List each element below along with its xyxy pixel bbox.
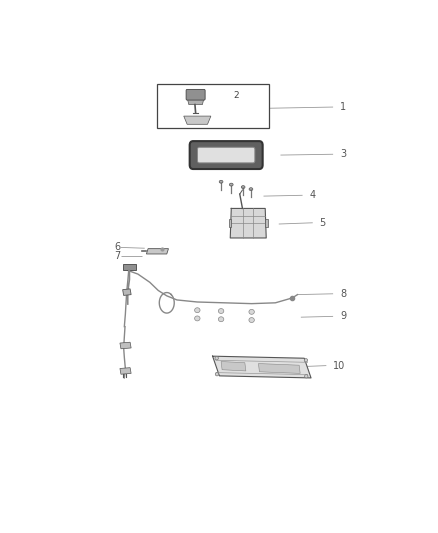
Ellipse shape — [230, 183, 233, 186]
Text: 1: 1 — [340, 102, 346, 112]
Text: 9: 9 — [340, 311, 346, 321]
Polygon shape — [120, 342, 131, 349]
Polygon shape — [184, 116, 211, 124]
Polygon shape — [221, 361, 246, 371]
Ellipse shape — [215, 373, 219, 376]
Polygon shape — [120, 368, 131, 374]
Text: 3: 3 — [340, 149, 346, 159]
FancyBboxPatch shape — [198, 147, 255, 163]
Text: 5: 5 — [320, 218, 326, 228]
Ellipse shape — [249, 309, 254, 314]
Bar — [229, 219, 231, 227]
Ellipse shape — [249, 318, 254, 322]
Polygon shape — [212, 356, 311, 378]
FancyBboxPatch shape — [186, 90, 205, 100]
Text: 6: 6 — [114, 243, 120, 253]
Polygon shape — [258, 364, 300, 374]
Ellipse shape — [241, 185, 245, 189]
Text: 2: 2 — [237, 91, 243, 101]
FancyBboxPatch shape — [190, 141, 263, 169]
Ellipse shape — [219, 317, 224, 322]
Text: 4: 4 — [309, 190, 315, 200]
Bar — [265, 219, 268, 227]
Ellipse shape — [194, 316, 200, 321]
Polygon shape — [146, 248, 169, 254]
Text: 7: 7 — [114, 251, 120, 261]
Text: 2: 2 — [233, 92, 239, 101]
Polygon shape — [230, 208, 266, 238]
Ellipse shape — [304, 375, 308, 378]
Ellipse shape — [219, 180, 223, 183]
Ellipse shape — [249, 188, 253, 191]
Ellipse shape — [215, 357, 219, 360]
Polygon shape — [124, 264, 135, 270]
Ellipse shape — [194, 308, 200, 313]
Polygon shape — [123, 289, 131, 295]
Polygon shape — [187, 98, 204, 104]
Text: 8: 8 — [340, 289, 346, 299]
Ellipse shape — [219, 309, 224, 313]
Bar — [156, 84, 268, 127]
Ellipse shape — [304, 359, 307, 362]
Text: 10: 10 — [333, 361, 345, 370]
